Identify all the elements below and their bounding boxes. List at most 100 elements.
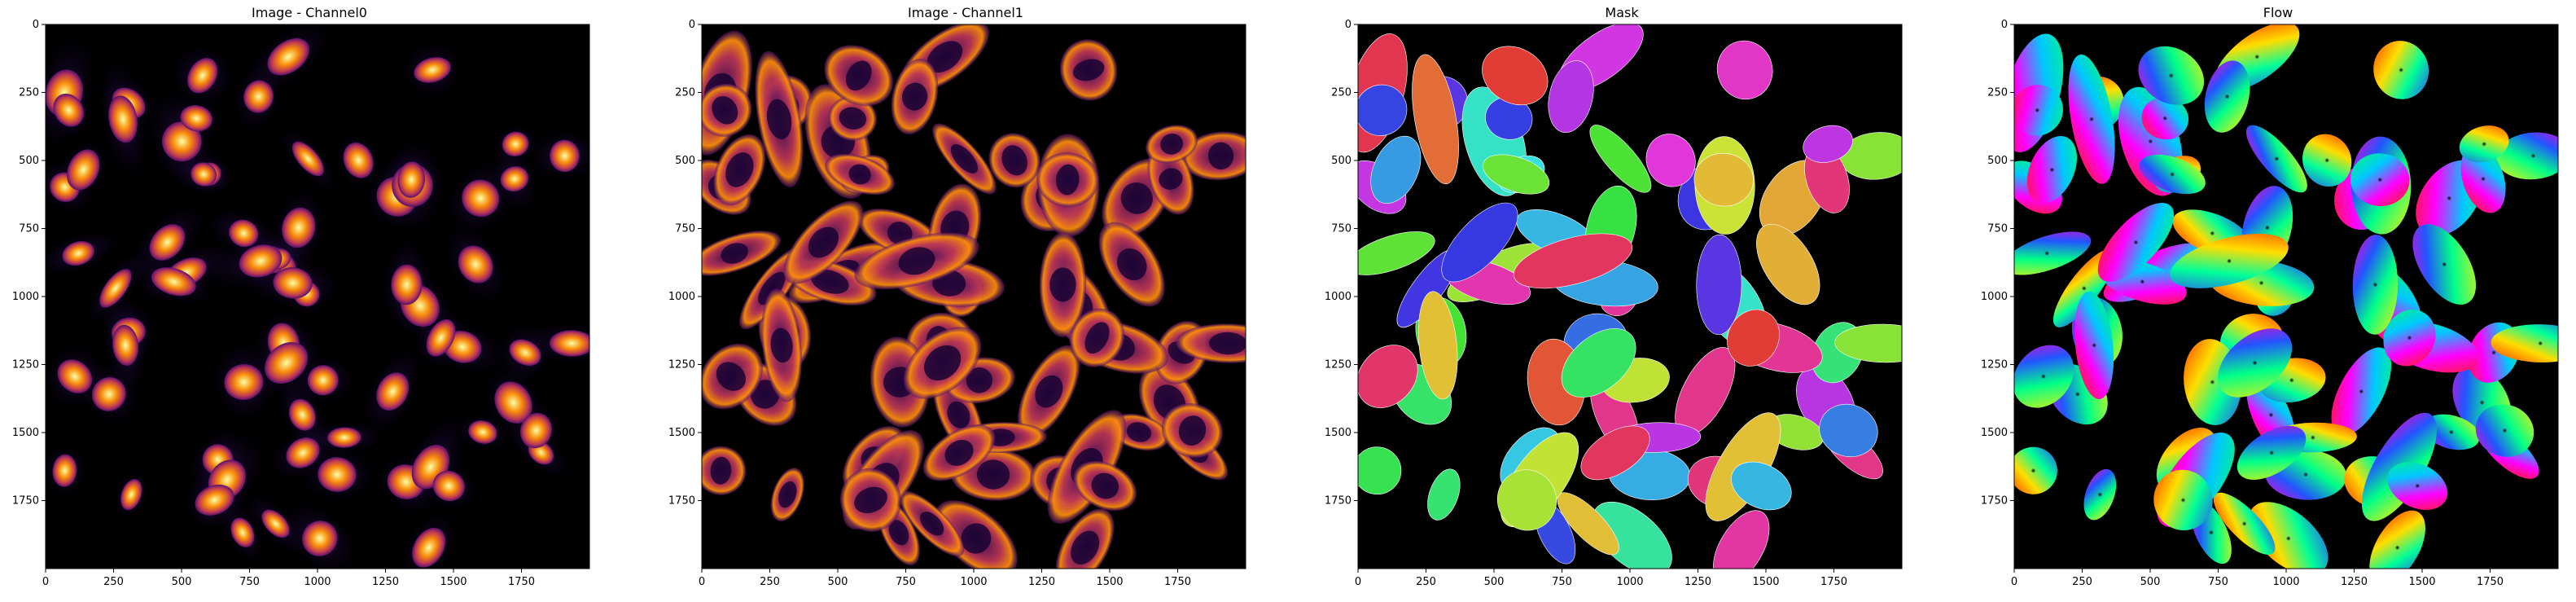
x-tick-label: 1500 xyxy=(1752,576,1779,588)
flow-center xyxy=(2210,231,2215,236)
x-tick-label: 750 xyxy=(1552,576,1572,588)
nucleus xyxy=(286,437,320,468)
y-tick-label: 1250 xyxy=(668,359,695,371)
x-tick-label: 1000 xyxy=(1616,576,1643,588)
nucleus-shadow xyxy=(778,481,797,508)
nucleus xyxy=(120,479,142,511)
flow-center xyxy=(2148,138,2153,144)
nucleus xyxy=(273,267,313,299)
nucleus-shadow xyxy=(1071,530,1100,565)
mask-segment xyxy=(1483,154,1550,195)
nucleus xyxy=(180,105,213,132)
x-tick-label: 750 xyxy=(896,576,916,588)
mask-segment xyxy=(1358,231,1435,275)
nucleus xyxy=(282,207,316,248)
nucleus xyxy=(195,484,234,516)
nucleus xyxy=(261,509,290,538)
nucleus-shadow xyxy=(712,96,738,125)
x-tick-label: 1500 xyxy=(2408,576,2435,588)
nucleus-shadow xyxy=(721,243,748,264)
y-tick-label: 1000 xyxy=(668,291,695,303)
mask-segment xyxy=(1441,202,1518,283)
nucleus-shadow xyxy=(845,60,872,91)
mask-segment xyxy=(1548,60,1594,134)
nucleus xyxy=(500,166,529,192)
nucleus xyxy=(291,141,324,177)
flow-center xyxy=(2081,285,2087,291)
nucleus-shadow xyxy=(924,345,962,381)
nucleus xyxy=(265,342,309,384)
x-tick-label: 1250 xyxy=(2341,576,2368,588)
y-tick-label: 1750 xyxy=(1981,495,2008,508)
y-tick-label: 1500 xyxy=(1981,427,2008,439)
nucleus-shadow xyxy=(811,269,849,294)
mask-segment xyxy=(1716,40,1773,100)
mask-segment xyxy=(1693,152,1754,207)
flow-center xyxy=(2252,360,2258,366)
flow-center xyxy=(2415,483,2420,489)
y-tick-label: 1000 xyxy=(1325,291,1352,303)
y-tick-label: 1750 xyxy=(12,495,39,508)
mask-segment xyxy=(1727,309,1780,367)
nucleus xyxy=(318,457,357,492)
flow-center xyxy=(2502,428,2508,433)
nucleus-shadow xyxy=(1126,422,1152,442)
nucleus-shadow xyxy=(966,367,992,393)
nucleus xyxy=(67,149,100,191)
nucleus xyxy=(57,359,93,393)
x-tick-label: 1250 xyxy=(1684,576,1711,588)
nucleus xyxy=(462,179,500,218)
mask-segment xyxy=(1561,327,1636,398)
flow-center xyxy=(2269,450,2275,455)
y-tick-label: 500 xyxy=(1331,155,1352,167)
nucleus xyxy=(229,219,259,248)
y-tick-label: 0 xyxy=(33,19,39,31)
x-tick-label: 750 xyxy=(239,576,260,588)
y-tick-label: 250 xyxy=(19,87,39,99)
x-tick-label: 1250 xyxy=(1028,576,1055,588)
nucleus xyxy=(224,364,264,401)
y-tick-label: 1500 xyxy=(668,427,695,439)
flow-center xyxy=(2310,435,2315,441)
x-tick-label: 500 xyxy=(1484,576,1505,588)
nucleus xyxy=(509,339,541,367)
x-tick-label: 1500 xyxy=(440,576,467,588)
panel-channel1: Image - Channel1 xyxy=(656,0,1226,602)
nucleus xyxy=(149,224,186,261)
y-tick-label: 1250 xyxy=(1981,359,2008,371)
nucleus xyxy=(343,142,374,178)
flow-center xyxy=(2479,400,2485,406)
nucleus-shadow xyxy=(1159,168,1183,190)
nucleus xyxy=(502,131,529,156)
nucleus xyxy=(239,244,283,278)
y-tick-label: 500 xyxy=(1987,155,2008,167)
x-tick-label: 250 xyxy=(103,576,124,588)
y-tick-label: 0 xyxy=(689,19,695,31)
mask-segment xyxy=(1819,403,1878,458)
flow-center xyxy=(2035,108,2040,113)
nucleus xyxy=(391,264,423,305)
x-tick-label: 1000 xyxy=(304,576,331,588)
nucleus-shadow xyxy=(725,152,754,187)
flow-center xyxy=(2241,521,2247,526)
nucleus xyxy=(267,37,310,76)
nucleus-shadow xyxy=(1001,145,1027,176)
nucleus-shadow xyxy=(950,143,979,174)
y-tick-label: 750 xyxy=(1987,223,2008,235)
nucleus xyxy=(288,398,316,431)
x-tick-label: 1250 xyxy=(372,576,399,588)
x-tick-label: 1750 xyxy=(508,576,535,588)
x-tick-label: 500 xyxy=(172,576,192,588)
nucleus-shadow xyxy=(1049,267,1076,302)
nucleus xyxy=(243,80,274,113)
flow-center xyxy=(2359,389,2364,394)
x-tick-label: 1750 xyxy=(2477,576,2504,588)
nucleus-shadow xyxy=(1116,248,1147,281)
nucleus xyxy=(412,527,446,568)
flow-center xyxy=(2274,156,2280,161)
x-tick-label: 250 xyxy=(1416,576,1436,588)
y-tick-label: 1500 xyxy=(12,427,39,439)
flow-center xyxy=(2168,73,2174,78)
panel-title: Image - Channel1 xyxy=(908,5,1023,20)
